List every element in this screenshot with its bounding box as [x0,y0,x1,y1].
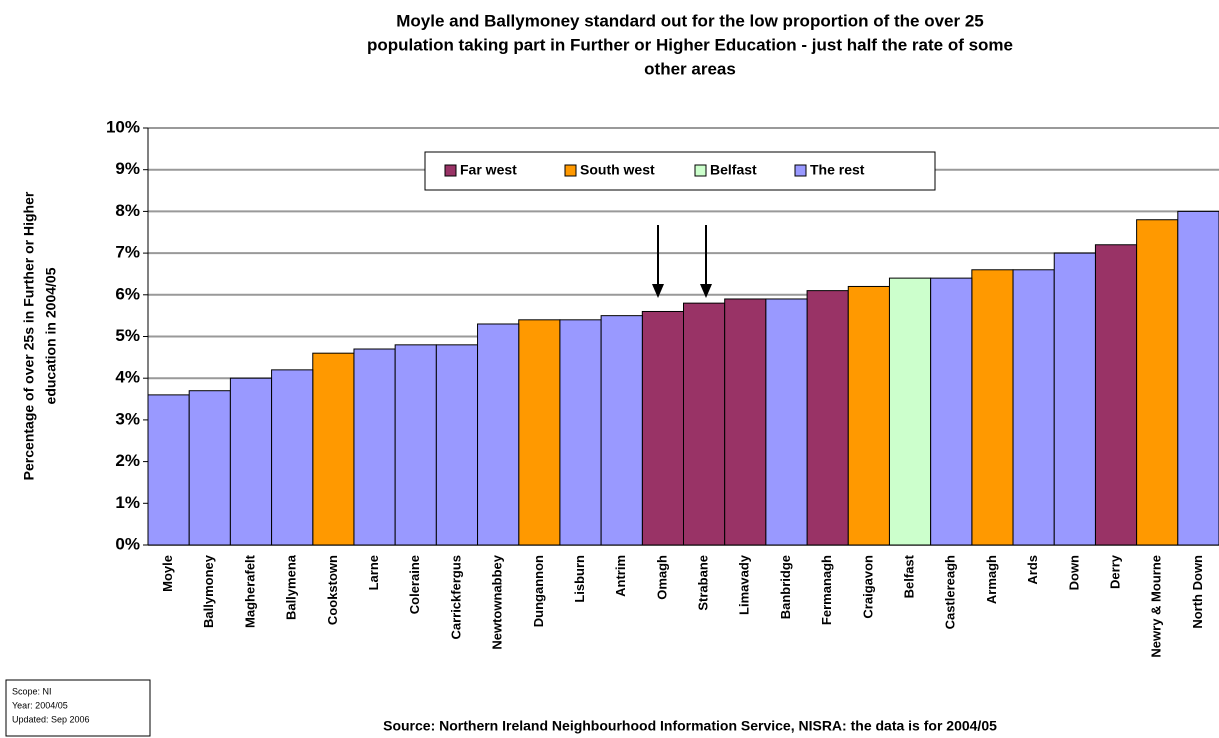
bar [312,352,355,546]
x-tick-label: Ballymoney [201,554,216,628]
bar [477,323,520,546]
bar [971,269,1014,546]
bar [683,302,726,546]
x-tick-label: Derry [1107,554,1122,589]
bar [765,298,808,546]
legend-label: The rest [810,162,865,178]
bar [229,377,273,546]
y-tick-label: 2% [115,451,140,470]
chart-title: population taking part in Further or Hig… [367,35,1013,54]
arrows [652,225,712,298]
legend-label: South west [580,162,655,178]
bar [435,344,479,546]
x-tick-label: Newtownabbey [490,554,505,649]
x-tick-label: Limavady [737,554,752,615]
chart-title: other areas [644,59,736,78]
legend-label: Belfast [710,162,757,178]
y-tick-label: 1% [115,493,140,512]
y-tick-label: 6% [115,284,140,303]
bar [518,319,561,546]
x-tick-label: Ballymena [284,554,299,620]
x-tick-label: Castlereagh [943,555,958,629]
bar [147,394,190,546]
y-axis-title: Percentage of over 25s in Further or Hig… [21,191,59,480]
legend-swatch [444,164,457,177]
x-tick-label: Armagh [984,555,999,604]
bar [600,315,643,546]
x-tick-label: Dungannon [531,555,546,627]
legend-label: Far west [460,162,517,178]
y-tick-label: 0% [115,534,140,553]
bar [806,290,849,546]
bar [847,285,890,546]
x-tick-label: Lisburn [572,555,587,603]
info: Year: 2004/05 [12,700,68,710]
y-tick-label: 9% [115,159,140,178]
bar [353,348,396,546]
y-tick-label: 4% [115,368,140,387]
bar [271,369,314,546]
x-tick-label: Carrickfergus [448,555,463,640]
y-axis-title: Percentage of over 25s in Further or Hig… [21,191,37,480]
info: Scope: NI [12,686,52,696]
bar [1094,244,1138,546]
chart-title: Moyle and Ballymoney standard out for th… [396,11,984,30]
x-tick-label: Strabane [696,555,711,611]
bar [559,319,602,546]
legend-swatch [564,164,577,177]
y-axis-title: education in 2004/05 [43,267,59,404]
info: Updated: Sep 2006 [12,714,90,724]
info-box [5,679,151,737]
bar [1177,210,1219,546]
x-tick-label: Newry & Mourne [1149,555,1164,658]
x-tick-label: Belfast [901,554,916,598]
bar [1136,219,1179,546]
bar [394,344,437,546]
x-tick-label: Down [1066,555,1081,590]
x-tick-label: Craigavon [860,555,875,619]
legend-swatch [794,164,807,177]
bar [724,298,767,546]
x-tick-label: Cookstown [325,555,340,625]
x-tick-label: Banbridge [778,555,793,619]
x-tick-label: Fermanagh [819,555,834,625]
x-tick-label: North Down [1190,555,1205,629]
x-tick-label: Ards [1025,555,1040,585]
x-tick-label: Antrim [613,555,628,597]
y-tick-label: 7% [115,243,140,262]
plot: 0% 1% 2% 3% 4% 5% 6% 7% 8% 9% 10% Moyle Ballymoney Ma… [106,117,1219,658]
bar [1012,269,1055,546]
arrow-head [652,284,664,298]
y-tick-label: 10% [106,117,140,136]
bar [930,277,973,546]
x-tick-label: Larne [366,555,381,590]
arrow-head [700,284,712,298]
x-tick-label: Coleraine [407,555,422,614]
y-tick-label: 8% [115,201,140,220]
source: Source: Northern Ireland Neighbourhood I… [383,718,997,734]
bar [188,390,231,546]
bar [1053,252,1096,546]
y-tick-label: 5% [115,326,140,345]
x-tick-label: Moyle [160,555,175,592]
legend: Far west South west Belfast The rest [424,151,936,191]
bar [641,310,684,546]
x-tick-label: Magherafelt [242,554,257,628]
bar [888,277,932,546]
legend-box [424,151,936,191]
legend-swatch [694,164,707,177]
x-tick-label: Omagh [654,555,669,600]
y-tick-label: 3% [115,409,140,428]
